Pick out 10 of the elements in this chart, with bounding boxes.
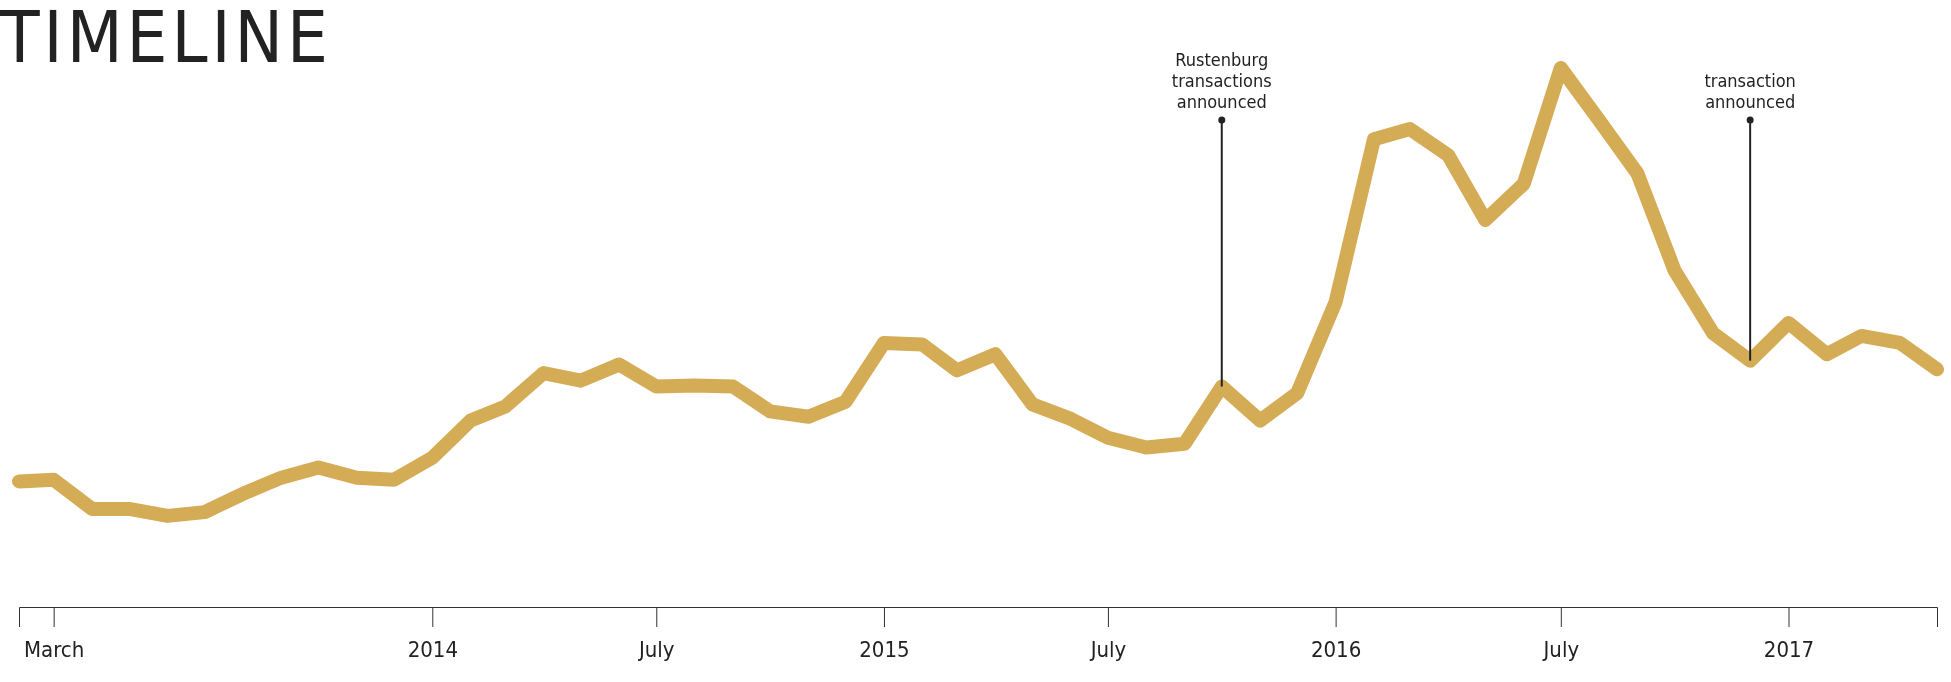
x-tick-label: 2016 (1310, 636, 1362, 662)
x-tick-label: 2017 (1763, 636, 1815, 662)
x-tick-label: July (1541, 636, 1580, 662)
annotation: Rustenburg transactions announced (1171, 49, 1272, 112)
annotation: transaction announced (1704, 70, 1796, 112)
x-tick-label: March (24, 636, 85, 662)
x-tick-label: 2015 (859, 636, 910, 662)
x-tick-label: July (1088, 636, 1127, 662)
x-tick-label: July (636, 636, 675, 662)
x-tick-label: 2014 (407, 636, 458, 662)
